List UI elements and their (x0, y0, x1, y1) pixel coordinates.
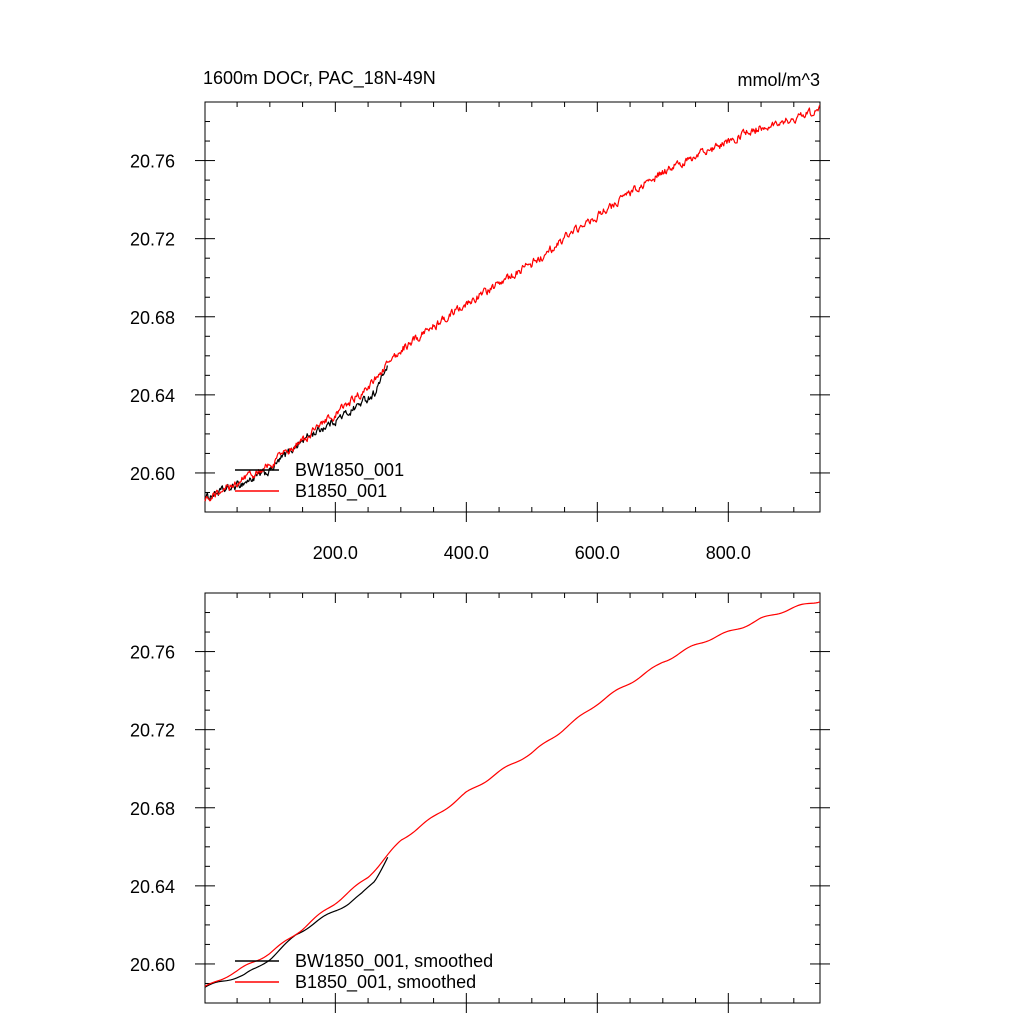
plot-frame (204, 101, 821, 513)
y-tick-label: 20.68 (130, 799, 175, 819)
y-tick-label: 20.60 (130, 955, 175, 975)
series-line-b1850 (204, 601, 821, 987)
y-tick-label: 20.76 (130, 643, 175, 663)
units-label: mmol/m^3 (738, 70, 820, 90)
legend-label: B1850_001 (295, 481, 387, 502)
top-panel-raw: 200.0 400.0 600.0 800.0 20.60 20.64 20.68 20.72… (130, 101, 830, 563)
legend-label: BW1850_001, smoothed (295, 951, 493, 972)
y-tick-label: 20.64 (130, 877, 175, 897)
y-tick-label: 20.72 (130, 230, 175, 250)
y-tick-label: 20.60 (130, 464, 175, 484)
x-tick-label: 600.0 (575, 543, 620, 563)
legend-label: BW1850_001 (295, 460, 404, 481)
legend-label: B1850_001, smoothed (295, 972, 476, 993)
plot-frame (204, 592, 821, 1004)
y-tick-label: 20.68 (130, 308, 175, 328)
chart-title: 1600m DOCr, PAC_18N-49N (203, 68, 436, 89)
y-tick-label: 20.64 (130, 386, 175, 406)
x-tick-label: 400.0 (444, 543, 489, 563)
y-tick-label: 20.76 (130, 152, 175, 172)
series-line-b1850 (204, 105, 821, 502)
bottom-panel-smoothed: 20.60 20.64 20.68 20.72 20.76 BW1850_001, smo… (130, 592, 830, 1013)
y-tick-label: 20.72 (130, 721, 175, 741)
x-tick-label: 800.0 (706, 543, 751, 563)
x-tick-label: 200.0 (313, 543, 358, 563)
